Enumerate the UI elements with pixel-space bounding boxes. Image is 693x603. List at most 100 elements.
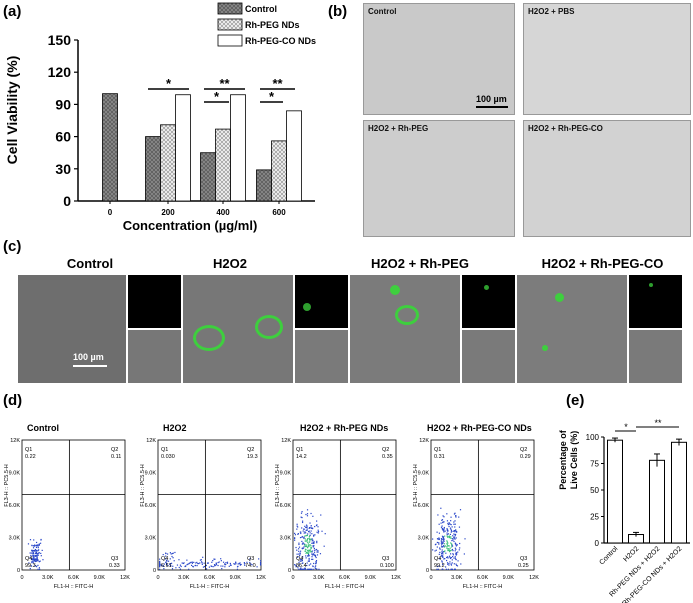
- flow-event: [30, 558, 33, 560]
- flow-y-axis-title: FL3-H :: PC5.5-H: [413, 464, 419, 507]
- flow-event: [314, 554, 316, 556]
- flow-event: [34, 544, 36, 546]
- flow-event: [440, 542, 442, 544]
- flow-event: [201, 563, 203, 565]
- flow-event: [165, 555, 167, 557]
- bar-control: [145, 136, 161, 202]
- flow-event: [159, 564, 161, 567]
- flow-x-tick-label: 12K: [529, 575, 539, 581]
- flow-event: [448, 535, 451, 537]
- flow-event: [307, 543, 309, 545]
- flow-event: [207, 562, 210, 564]
- flow-event: [297, 526, 299, 528]
- flow-event: [171, 568, 174, 570]
- flow-event: [453, 540, 455, 543]
- flow-y-tick-label: 6.0K: [280, 503, 292, 509]
- flow-event: [294, 539, 296, 541]
- flow-event: [450, 542, 452, 544]
- flow-event: [35, 554, 37, 557]
- flow-event: [258, 558, 260, 560]
- e-y-tick-label: 100: [586, 433, 600, 442]
- flow-event: [441, 555, 443, 557]
- flow-event: [297, 548, 300, 550]
- flow-event: [170, 562, 173, 564]
- flow-event: [310, 538, 312, 541]
- flow-event: [450, 529, 453, 531]
- flow-x-axis-title: FL1-H :: FITC-H: [54, 584, 93, 590]
- flow-event: [34, 565, 36, 567]
- flow-event: [447, 533, 450, 535]
- flow-event: [34, 550, 36, 552]
- flow-event: [304, 535, 306, 537]
- panel-label-b: (b): [328, 3, 348, 20]
- quadrant-label: Q3: [520, 556, 527, 562]
- flow-event: [443, 521, 445, 523]
- flow-event: [451, 545, 454, 547]
- flow-event: [453, 521, 455, 523]
- scale-bar: [73, 365, 107, 367]
- flow-event: [294, 537, 296, 539]
- flow-event: [35, 555, 37, 557]
- flow-plot-frame: [430, 439, 535, 571]
- flow-event: [174, 551, 176, 554]
- fluor-merged-control: [18, 275, 126, 383]
- flow-event: [165, 561, 167, 564]
- flow-event: [306, 545, 308, 548]
- flow-event: [256, 566, 258, 568]
- flow-event: [443, 543, 446, 545]
- flow-event: [35, 541, 38, 544]
- flow-x-tick-label: 9.0K: [94, 575, 106, 581]
- flow-event: [184, 565, 186, 568]
- flow-event: [305, 555, 307, 557]
- flow-event: [302, 547, 304, 549]
- flow-event: [299, 552, 301, 554]
- flow-event: [437, 514, 439, 516]
- legend-label-rh-peg-co: Rh-PEG-CO NDs: [245, 36, 316, 46]
- flow-event: [191, 561, 193, 563]
- flow-event: [309, 522, 311, 524]
- flow-event: [455, 516, 457, 518]
- flow-event: [300, 567, 302, 569]
- flow-event: [34, 555, 36, 557]
- flow-event: [220, 558, 222, 560]
- green-dot: [542, 345, 548, 351]
- flow-event: [464, 538, 466, 540]
- flow-event: [309, 532, 311, 534]
- flow-event: [442, 521, 444, 524]
- flow-event: [225, 562, 227, 564]
- flow-event: [441, 549, 443, 551]
- flow-event: [443, 546, 446, 548]
- flow-event: [310, 568, 312, 570]
- flow-event: [193, 561, 195, 563]
- flow-event: [303, 532, 305, 534]
- quadrant-value: 0.100: [380, 563, 394, 569]
- flow-event: [211, 561, 213, 563]
- flow-event: [40, 538, 42, 541]
- flow-event: [304, 543, 306, 546]
- flow-event: [448, 525, 450, 528]
- flow-event: [186, 563, 188, 566]
- flow-event: [39, 560, 41, 562]
- flow-event: [251, 564, 253, 566]
- e-y-axis-title-line2: Live Cells (%): [569, 431, 579, 490]
- fluor-bright-control: [128, 330, 181, 383]
- flow-event: [316, 542, 318, 544]
- flow-event: [179, 568, 182, 570]
- fluor-bright-h2o2-rh-peg-co: [629, 330, 682, 383]
- flow-event: [303, 537, 305, 540]
- flow-event: [159, 562, 161, 565]
- flow-event: [166, 553, 169, 555]
- flow-event: [302, 556, 304, 558]
- flow-event: [455, 529, 457, 531]
- flow-event: [300, 532, 302, 535]
- flow-event: [447, 530, 449, 532]
- flow-event: [449, 551, 451, 553]
- flow-event: [314, 554, 317, 557]
- flow-y-tick-label: 6.0K: [145, 503, 157, 509]
- bar-rh-peg-co-nds: [286, 110, 302, 202]
- flow-event: [306, 525, 308, 527]
- flow-event: [319, 553, 322, 555]
- bar-rh-peg-nds: [160, 124, 176, 202]
- flow-event: [214, 564, 217, 566]
- legend-swatch-rh-peg-co: [217, 34, 243, 47]
